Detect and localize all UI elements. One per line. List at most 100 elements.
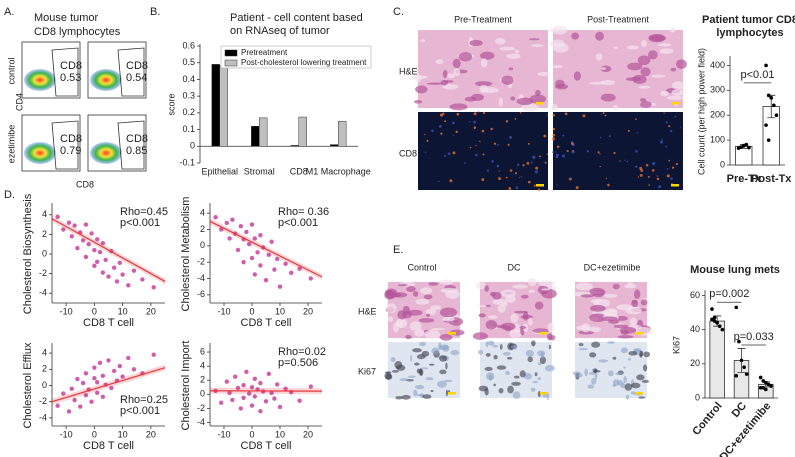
tissue-texture (552, 127, 556, 131)
y-tick-label: 4 (42, 347, 47, 357)
tissue-texture (385, 290, 397, 299)
tissue-texture (619, 326, 637, 334)
y-tick-label: 0 (200, 240, 205, 250)
tissue-texture (396, 318, 408, 329)
tissue-texture (431, 347, 440, 355)
data-point (80, 380, 86, 386)
y-axis-label: Ki67 (671, 336, 681, 354)
scale-bar (536, 184, 544, 187)
data-point (244, 369, 249, 374)
data-point (308, 276, 313, 281)
tissue-texture (551, 25, 568, 35)
tissue-texture (515, 186, 519, 189)
y-tick-label: 0.2 (182, 107, 195, 117)
y-tick-label: 200 (710, 110, 725, 120)
tissue-texture (493, 354, 498, 360)
tissue-texture (591, 341, 601, 348)
tissue-texture (648, 50, 658, 60)
trend-line (209, 220, 323, 278)
y-tick-label: 2 (42, 364, 47, 374)
tissue-texture (624, 284, 637, 289)
data-point (258, 263, 263, 268)
tissue-texture (440, 132, 443, 135)
data-point (252, 394, 257, 399)
chart-title: lymphocytes (716, 27, 783, 39)
tissue-texture (439, 333, 453, 341)
data-point (106, 358, 111, 363)
tissue-texture (668, 159, 671, 162)
annotation: Rho=0.25 (120, 394, 168, 406)
tissue-texture (541, 288, 557, 299)
data-point (737, 339, 741, 344)
tissue-texture (606, 341, 616, 344)
chart-title: Patient - cell content based (230, 12, 363, 24)
tissue-texture (532, 155, 536, 159)
tissue-texture (641, 40, 647, 48)
y-axis-label: Cholesterol Metabolism (180, 197, 192, 312)
data-point (747, 145, 751, 150)
data-point (131, 367, 137, 372)
tissue-texture (514, 49, 520, 54)
tissue-texture (528, 38, 540, 41)
tissue-texture (479, 85, 489, 94)
tissue-texture (452, 121, 455, 125)
tissue-texture (578, 348, 589, 351)
y-tick-label: 0 (200, 389, 205, 399)
tissue-texture (476, 281, 486, 290)
tissue-texture (428, 282, 439, 286)
data-point (758, 375, 763, 380)
y-axis-label: Cholesterol Biosynthesis (22, 193, 34, 314)
row-label: control (6, 57, 16, 84)
y-tick-label: 100 (710, 134, 725, 144)
y-tick-label: 20 (690, 358, 700, 368)
data-point (75, 245, 80, 251)
data-point (277, 404, 283, 410)
tissue-texture (410, 75, 428, 79)
data-point (89, 399, 94, 404)
tissue-texture (509, 169, 513, 172)
gate-label: 0.79 (60, 145, 81, 157)
tissue-texture (475, 145, 477, 147)
tissue-texture (521, 103, 539, 112)
data-point (710, 307, 714, 311)
tissue-texture (580, 294, 594, 298)
tissue-texture (439, 369, 447, 375)
tissue-texture (410, 354, 413, 362)
tissue-texture (608, 135, 611, 138)
tissue-texture (657, 43, 672, 47)
data-point (252, 236, 257, 241)
tissue-texture (501, 302, 509, 307)
x-tick-label: Epithelial (201, 166, 238, 176)
tissue-texture (649, 35, 667, 42)
tissue-texture (588, 326, 601, 333)
tissue-texture (418, 318, 435, 323)
tissue-texture (485, 341, 489, 348)
tissue-texture (516, 97, 534, 106)
tissue-texture (665, 121, 668, 124)
data-point (235, 385, 241, 391)
data-point (230, 397, 235, 403)
data-point (92, 247, 97, 253)
data-point (283, 386, 288, 391)
data-point (140, 277, 145, 282)
data-point (308, 384, 313, 389)
tissue-texture (492, 292, 502, 300)
panel-letter: E. (393, 244, 403, 256)
tissue-texture (519, 326, 527, 329)
tissue-texture (671, 166, 675, 169)
tissue-texture (449, 103, 468, 111)
tissue-texture (443, 379, 453, 383)
data-point (227, 390, 232, 396)
data-point (772, 103, 776, 108)
tissue-texture (425, 377, 434, 381)
data-point (769, 384, 773, 388)
gate-label: CD8 (126, 60, 148, 72)
tissue-texture (625, 77, 642, 82)
tissue-texture (474, 153, 478, 157)
tissue-texture (504, 325, 512, 332)
tissue-texture (589, 304, 606, 312)
tissue-texture (633, 289, 641, 300)
tissue-texture (603, 293, 618, 298)
data-point (97, 249, 103, 255)
trend-line (51, 367, 166, 403)
